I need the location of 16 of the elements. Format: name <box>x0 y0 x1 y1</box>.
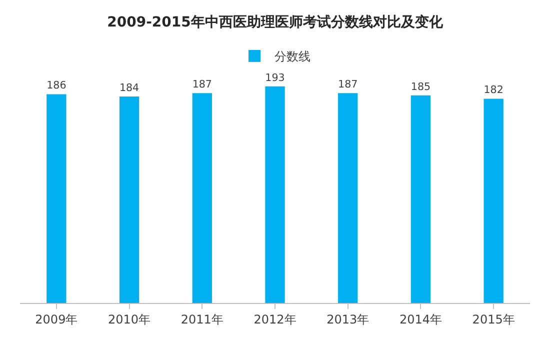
x-tick-label: 2014年 <box>399 312 442 326</box>
data-label: 186 <box>46 80 66 92</box>
data-label: 187 <box>192 78 212 91</box>
x-tick-label: 2011年 <box>180 312 224 326</box>
data-label: 187 <box>338 78 358 91</box>
data-label: 184 <box>119 82 140 94</box>
data-label: 193 <box>265 72 285 84</box>
chart-title: 2009-2015年中西医助理医师考试分数线对比及变化 <box>107 14 444 31</box>
data-label: 182 <box>484 84 504 96</box>
x-tick-label: 2013年 <box>326 312 370 326</box>
x-tick-label: 2012年 <box>254 312 296 326</box>
x-tick-label: 2010年 <box>108 312 151 326</box>
data-label: 185 <box>410 80 431 93</box>
x-tick-label: 2015年 <box>472 312 515 326</box>
x-tick-label: 2009年 <box>35 312 78 326</box>
legend-label: 分数线 <box>274 50 310 64</box>
